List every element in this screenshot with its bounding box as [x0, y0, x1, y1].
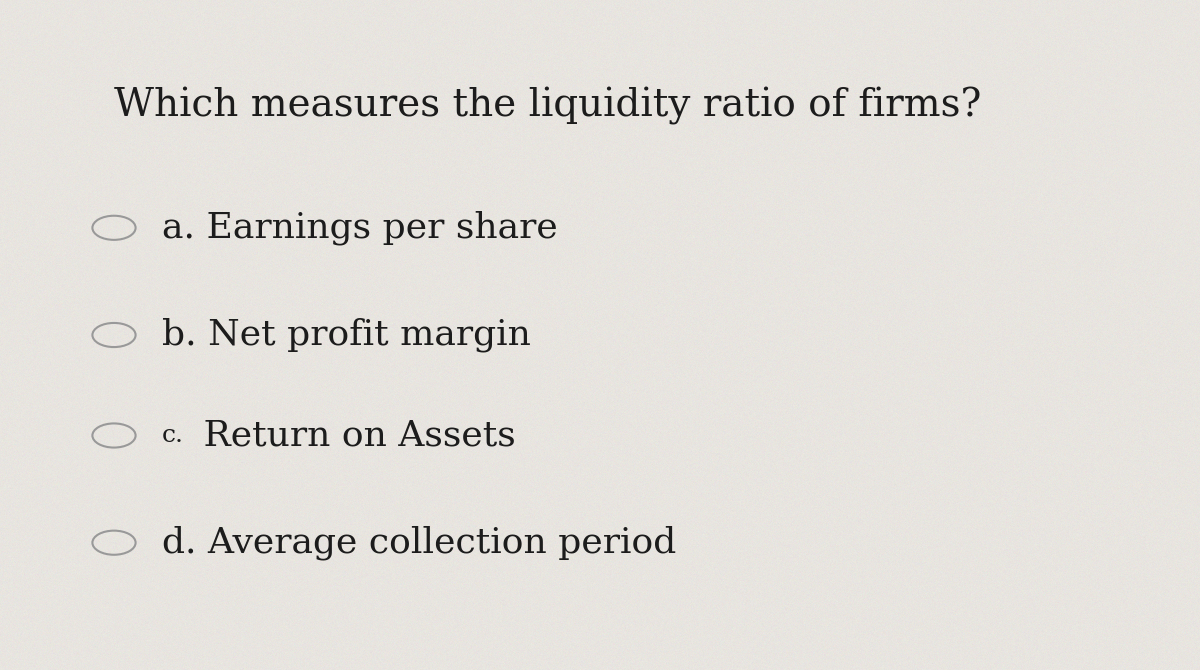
Text: c.: c.	[162, 424, 184, 447]
Text: b. Net profit margin: b. Net profit margin	[162, 318, 530, 352]
Text: a. Earnings per share: a. Earnings per share	[162, 210, 558, 245]
Text: Which measures the liquidity ratio of firms?: Which measures the liquidity ratio of fi…	[114, 87, 982, 125]
Text: Return on Assets: Return on Assets	[192, 419, 516, 452]
Text: d. Average collection period: d. Average collection period	[162, 525, 677, 560]
